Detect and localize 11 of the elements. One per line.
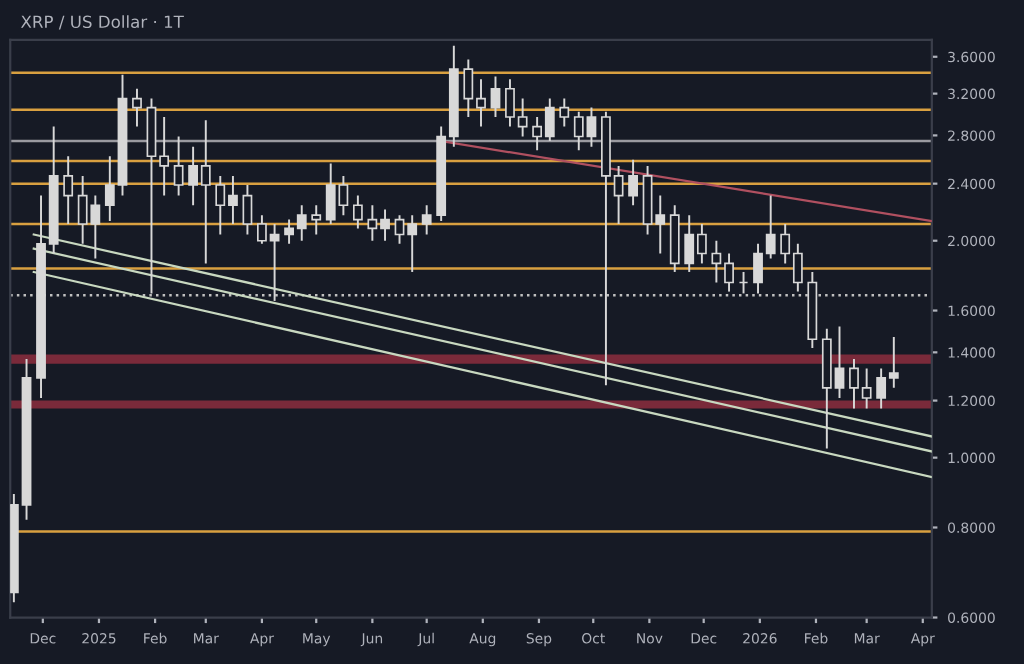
candlestick (311, 204, 322, 236)
candlestick (63, 155, 74, 225)
candlestick (421, 204, 432, 236)
candlestick (242, 183, 253, 236)
candlestick (173, 135, 184, 197)
candlestick (559, 97, 570, 128)
candlestick (132, 87, 142, 128)
chart-title: XRP / US Dollar · 1T (20, 15, 184, 30)
candlestick (352, 194, 363, 230)
candlestick (490, 75, 501, 118)
candlestick (628, 158, 638, 207)
